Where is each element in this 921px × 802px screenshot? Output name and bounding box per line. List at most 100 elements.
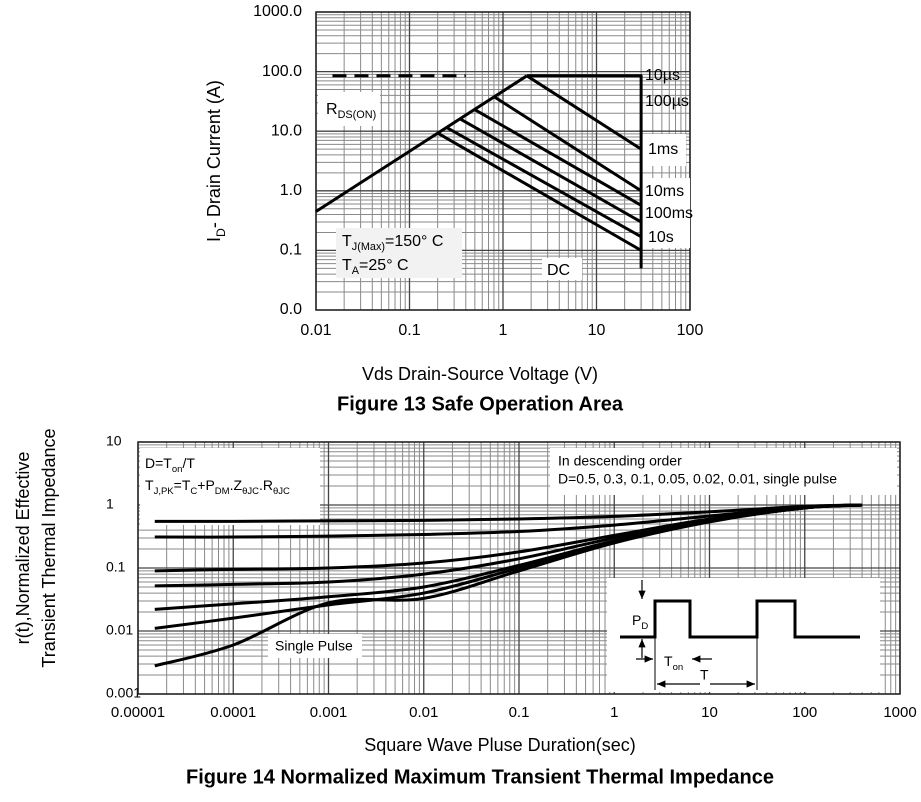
inset-label-part: T — [664, 653, 673, 669]
y-tick-label: 10 — [106, 433, 122, 449]
inset-label: Ton — [664, 653, 683, 673]
annotation-part: θJC — [273, 486, 290, 497]
annotation-part: .Z — [230, 477, 243, 493]
annotation-part: J,PK — [154, 486, 175, 497]
x-axis-label: Vds Drain-Source Voltage (V) — [362, 364, 598, 384]
label-box — [140, 448, 320, 525]
label-box — [542, 258, 582, 280]
x-tick-label: 10 — [588, 322, 606, 339]
annotation-part: C — [190, 486, 197, 497]
annotation: D=0.5, 0.3, 0.1, 0.05, 0.02, 0.01, singl… — [558, 471, 837, 487]
annotation-part: θJC — [242, 486, 259, 497]
annotation: TA=25° C — [342, 257, 409, 277]
annotation-part: DS(ON) — [338, 109, 377, 121]
annotation-part: A — [352, 265, 360, 277]
inset-label: T — [700, 667, 709, 683]
inset-label-part: P — [632, 612, 641, 628]
x-tick-label: 1 — [610, 704, 618, 721]
x-tick-label: 100 — [677, 322, 704, 339]
chart-title: Figure 13 Safe Operation Area — [337, 393, 624, 415]
series-label: 10µs — [645, 67, 680, 84]
y-tick-label: 1.0 — [280, 182, 302, 199]
inset-label-part: on — [673, 662, 684, 673]
annotation-part: R — [326, 101, 338, 118]
x-tick-label: 10 — [701, 704, 718, 721]
inset-label: PD — [632, 612, 648, 632]
annotation-part: J(Max) — [352, 241, 385, 253]
series-line — [493, 95, 642, 193]
y-tick-label: 0.001 — [106, 685, 141, 701]
label-box — [550, 448, 897, 495]
annotation-part: D=T — [145, 455, 172, 471]
series-line — [436, 131, 642, 252]
plot-frame — [315, 11, 691, 311]
series-label: 10s — [648, 229, 674, 246]
annotation-part: .R — [259, 477, 273, 493]
series-label: 100µs — [645, 93, 689, 110]
plot-frame — [137, 441, 901, 695]
y-tick-label: 0.1 — [280, 242, 302, 259]
x-tick-label: 0.00001 — [111, 704, 165, 721]
series-line — [474, 108, 642, 207]
y-tick-label: 1000.0 — [253, 3, 302, 20]
series-line — [445, 126, 642, 238]
annotation-part: DM — [215, 486, 230, 497]
annotation-part: =T — [174, 477, 191, 493]
annotation-part: T — [342, 233, 352, 250]
label-box — [336, 228, 462, 278]
x-tick-label: 1 — [499, 322, 508, 339]
x-tick-label: 100 — [792, 704, 817, 721]
series-label: 100ms — [645, 205, 693, 222]
annotation: TJ(Max)=150° C — [342, 233, 443, 253]
label-box — [640, 178, 690, 248]
series-label: DC — [547, 262, 570, 279]
annotation-part: =150° C — [385, 233, 443, 250]
y-axis-label: ID- Drain Current (A) — [204, 80, 228, 242]
y-tick-label: 1 — [106, 496, 114, 512]
y-tick-label: 10.0 — [271, 122, 302, 139]
x-tick-label: 0.0001 — [210, 704, 256, 721]
annotation-part: /T — [182, 455, 195, 471]
series-label: 1ms — [648, 141, 678, 158]
x-tick-label: 0.1 — [509, 704, 530, 721]
series-label: 10ms — [645, 183, 684, 200]
x-tick-label: 0.1 — [398, 322, 420, 339]
annotation-part: =25° C — [359, 257, 409, 274]
label-box — [640, 134, 686, 166]
label-box — [607, 578, 880, 692]
series-line — [526, 74, 642, 151]
series-line — [459, 117, 642, 224]
annotation-part: T — [342, 257, 352, 274]
x-tick-label: 0.001 — [310, 704, 348, 721]
x-tick-label: 0.01 — [300, 322, 331, 339]
y-axis-label-part: D — [214, 228, 228, 237]
y-axis-label: Transient Thermal Impedance — [39, 428, 59, 667]
y-tick-label: 0.0 — [280, 301, 302, 318]
chart-title: Figure 14 Normalized Maximum Transient T… — [186, 766, 774, 788]
y-tick-label: 0.01 — [106, 622, 133, 638]
y-axis-label-part: - Drain Current (A) — [204, 80, 224, 228]
series-line — [154, 503, 863, 668]
y-tick-label: 100.0 — [262, 63, 302, 80]
annotation: D=Ton/T — [145, 455, 195, 475]
x-tick-label: 0.01 — [409, 704, 438, 721]
y-axis-label-part: I — [204, 237, 224, 242]
y-axis-label: r(t),Normalized Effective — [13, 452, 33, 645]
label-box — [268, 634, 362, 658]
annotation: RDS(ON) — [326, 101, 376, 121]
annotation: Single Pulse — [275, 638, 353, 654]
annotation: TJ,PK=TC+PDM.ZθJC.RθJC — [145, 477, 290, 497]
annotation: In descending order — [558, 453, 682, 469]
x-tick-label: 1000 — [883, 704, 916, 721]
annotation-part: +P — [197, 477, 215, 493]
series-line — [315, 74, 528, 213]
series-line — [154, 503, 863, 523]
annotation-part: T — [145, 477, 154, 493]
pulse-waveform — [620, 599, 860, 639]
y-tick-label: 0.1 — [106, 559, 126, 575]
label-box — [318, 92, 380, 126]
annotation-part: on — [172, 464, 183, 475]
x-axis-label: Square Wave Pluse Duration(sec) — [364, 735, 635, 755]
inset-label-part: D — [641, 621, 648, 632]
